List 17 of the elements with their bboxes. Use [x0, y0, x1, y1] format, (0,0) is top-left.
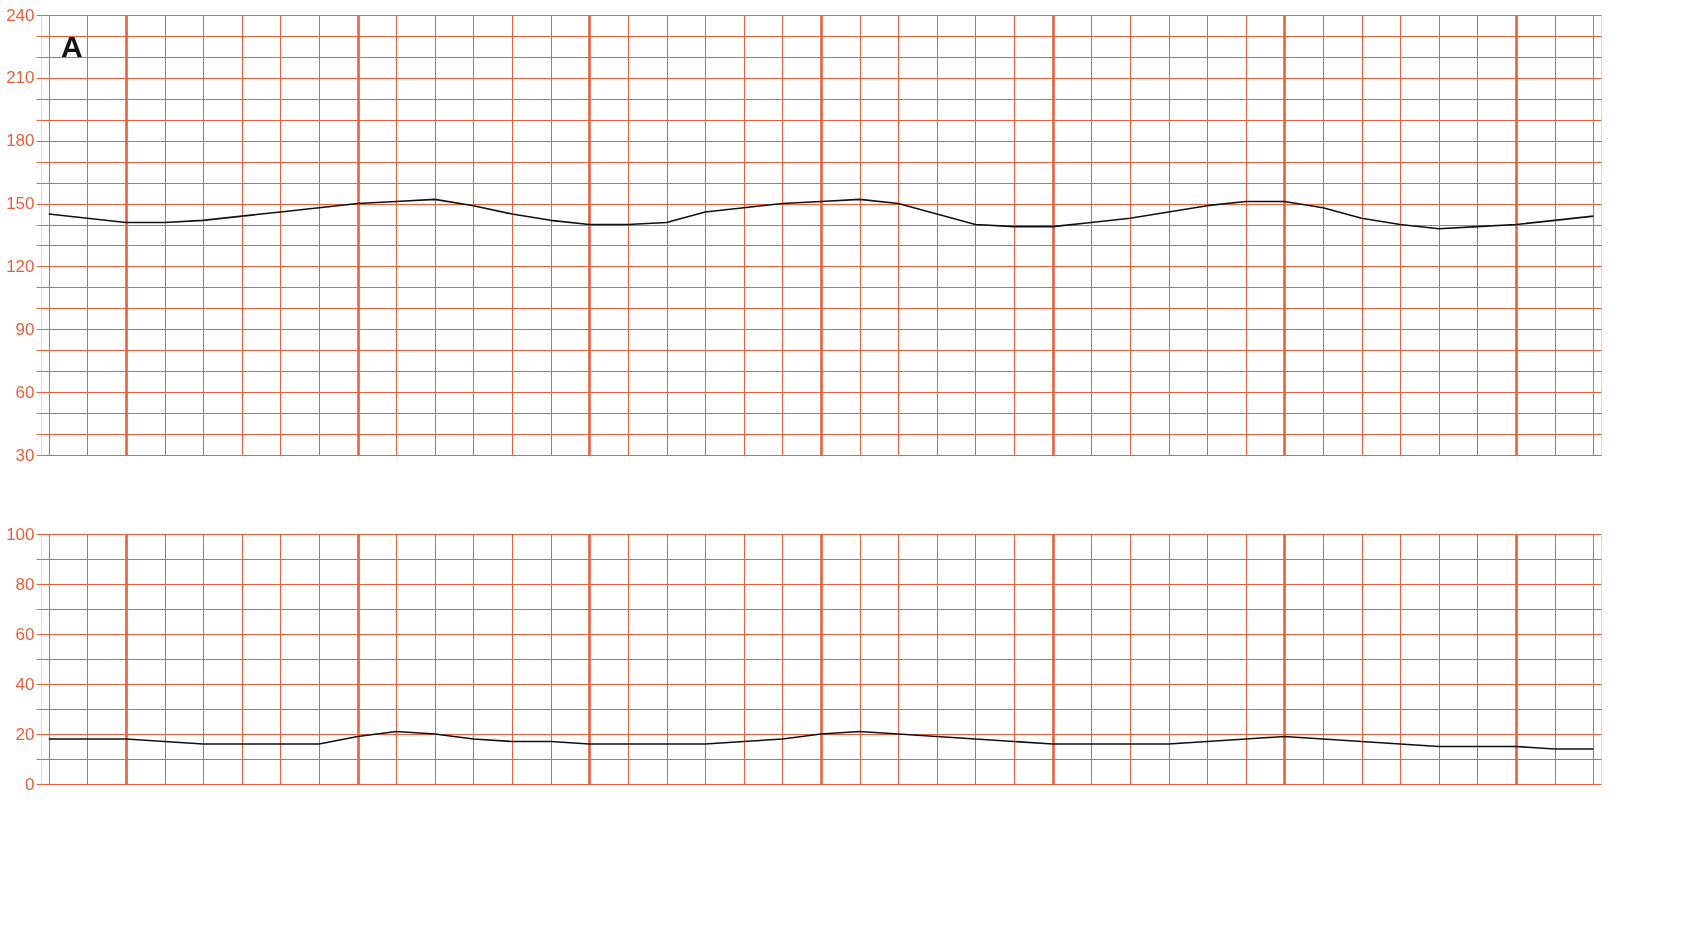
y-tick-label: 150 — [6, 194, 35, 214]
line-series — [47, 198, 1595, 230]
y-tick-label: 30 — [15, 445, 35, 465]
y-tick-label: 40 — [15, 674, 35, 694]
y-tick-label: 20 — [15, 724, 35, 744]
y-tick-label: 100 — [6, 524, 35, 544]
y-tick-label: 240 — [6, 5, 35, 25]
y-tick-label: 0 — [25, 774, 35, 794]
y-tick-label: 90 — [15, 319, 35, 339]
y-tick-label: 60 — [15, 382, 35, 402]
y-tick-label: 180 — [6, 131, 35, 151]
y-tick-label: 210 — [6, 68, 35, 88]
line-series — [47, 730, 1595, 750]
y-tick-label: 80 — [15, 574, 35, 594]
annotation: A — [61, 30, 83, 63]
y-tick-label: 60 — [15, 624, 35, 644]
y-tick-label: 120 — [6, 256, 35, 276]
